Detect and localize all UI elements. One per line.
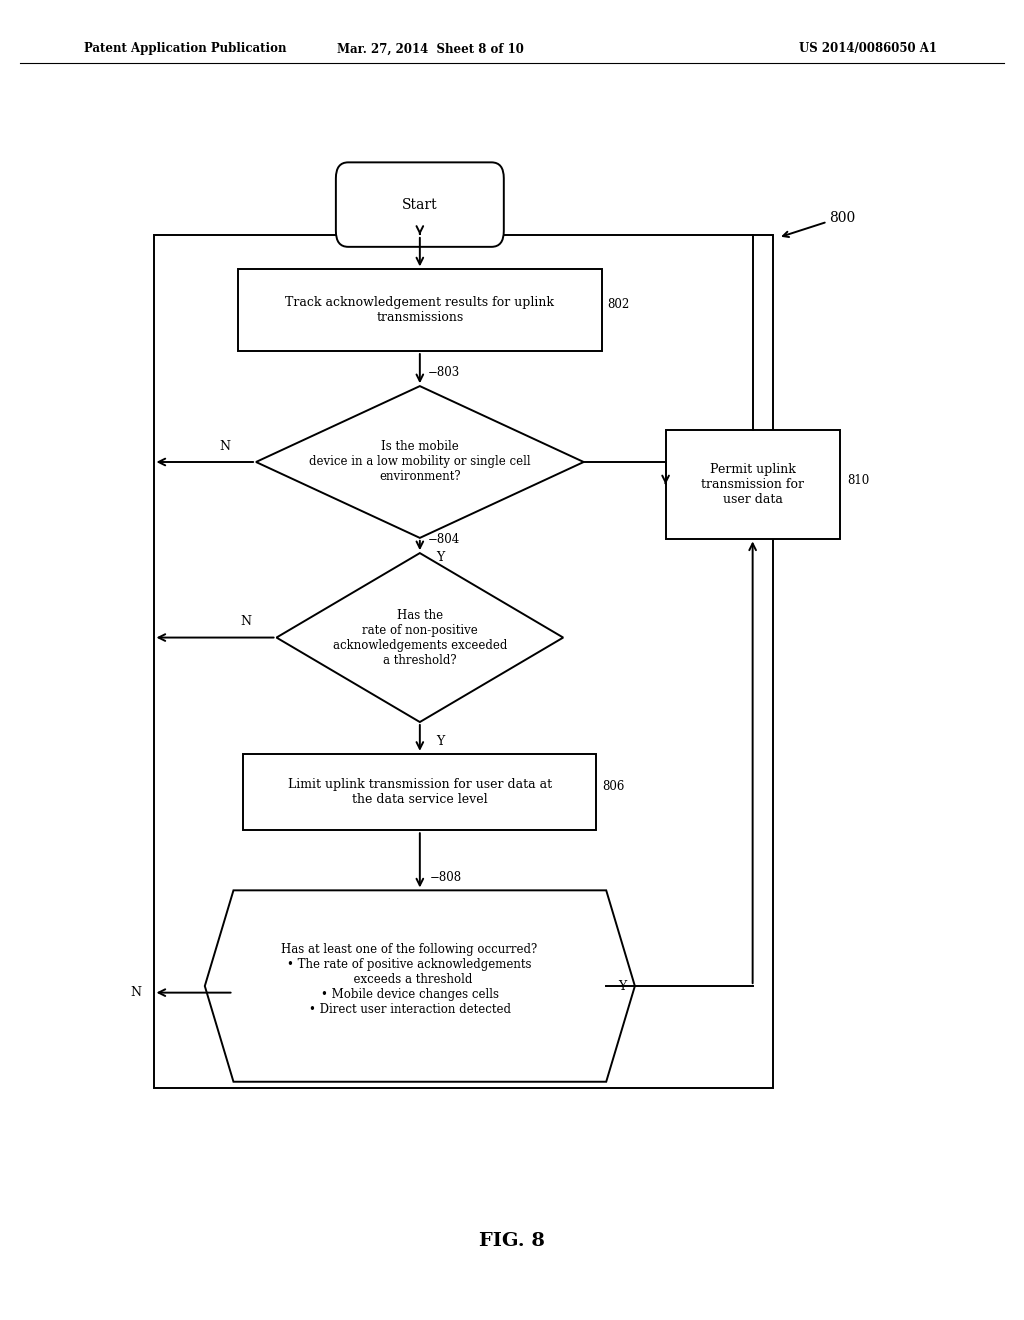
Polygon shape	[276, 553, 563, 722]
Polygon shape	[205, 890, 635, 1082]
Text: Patent Application Publication: Patent Application Publication	[84, 42, 287, 55]
Text: Has at least one of the following occurred?
• The rate of positive acknowledgeme: Has at least one of the following occurr…	[282, 942, 538, 1016]
Text: Y: Y	[436, 735, 444, 748]
Text: Start: Start	[402, 198, 437, 211]
Bar	[244, 754, 596, 830]
Text: Is the mobile
device in a low mobility or single cell
environment?: Is the mobile device in a low mobility o…	[309, 441, 530, 483]
Bar	[238, 269, 601, 351]
Text: 806: 806	[602, 780, 625, 793]
Text: −804: −804	[428, 533, 460, 546]
Text: −803: −803	[428, 367, 460, 380]
Text: N: N	[240, 615, 251, 628]
Polygon shape	[256, 385, 584, 539]
Text: −808: −808	[430, 871, 462, 884]
Text: Y: Y	[436, 552, 444, 564]
Text: US 2014/0086050 A1: US 2014/0086050 A1	[799, 42, 937, 55]
FancyBboxPatch shape	[336, 162, 504, 247]
Text: 810: 810	[847, 474, 869, 487]
Bar	[666, 430, 840, 539]
Text: Y: Y	[618, 979, 627, 993]
Text: N: N	[130, 986, 141, 999]
Text: 800: 800	[829, 211, 856, 224]
Text: FIG. 8: FIG. 8	[479, 1232, 545, 1250]
Text: Limit uplink transmission for user data at
the data service level: Limit uplink transmission for user data …	[288, 777, 552, 807]
Bar	[154, 235, 773, 1088]
Text: Track acknowledgement results for uplink
transmissions: Track acknowledgement results for uplink…	[286, 296, 554, 325]
Text: N: N	[219, 440, 230, 453]
Text: Mar. 27, 2014  Sheet 8 of 10: Mar. 27, 2014 Sheet 8 of 10	[337, 42, 523, 55]
Text: Permit uplink
transmission for
user data: Permit uplink transmission for user data	[701, 463, 804, 506]
Text: 802: 802	[607, 298, 630, 312]
Text: Has the
rate of non-positive
acknowledgements exceeded
a threshold?: Has the rate of non-positive acknowledge…	[333, 609, 507, 667]
